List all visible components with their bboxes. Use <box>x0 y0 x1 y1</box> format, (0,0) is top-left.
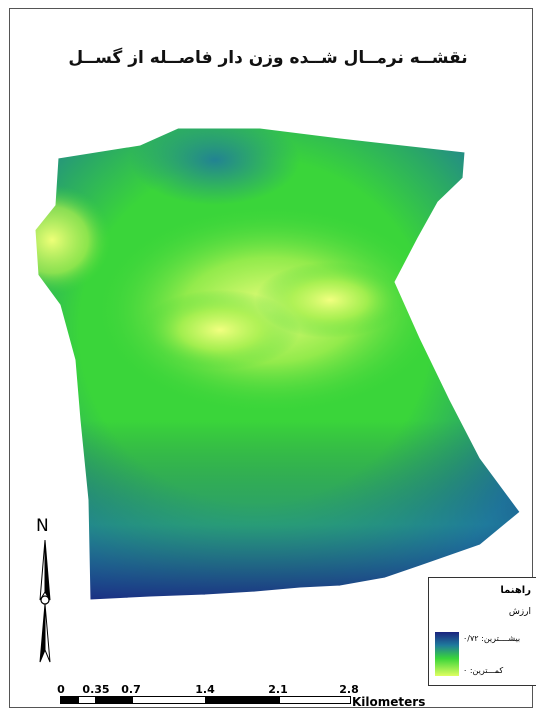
legend-color-ramp <box>435 632 459 676</box>
scale-label: 0.7 <box>121 683 141 696</box>
scale-label: 2.8 <box>339 683 359 696</box>
map-title: نقشــه نرمــال شــده وزن دار فاصــله از … <box>68 48 468 68</box>
north-label: N <box>36 516 49 536</box>
legend-title: راهنما <box>500 585 531 596</box>
region-outline <box>34 127 521 601</box>
scale-label: 0 <box>57 683 65 696</box>
map-frame <box>9 8 533 708</box>
legend-low-label: کمـــترین: ۰ <box>463 666 504 675</box>
legend-panel: راهنما ارزش بیشــــترین: ۰/۷۲ کمـــترین:… <box>428 577 536 686</box>
scale-label: 1.4 <box>195 683 215 696</box>
legend-field-label: ارزش <box>508 607 531 617</box>
scale-label: 2.1 <box>268 683 288 696</box>
legend-high-label: بیشــــترین: ۰/۷۲ <box>463 634 521 643</box>
scale-label: 0.35 <box>82 683 110 696</box>
scale-unit-label: Kilometers <box>352 695 426 709</box>
raster-surface <box>35 128 520 600</box>
scale-bar <box>60 696 351 704</box>
north-arrow-icon <box>39 539 51 663</box>
